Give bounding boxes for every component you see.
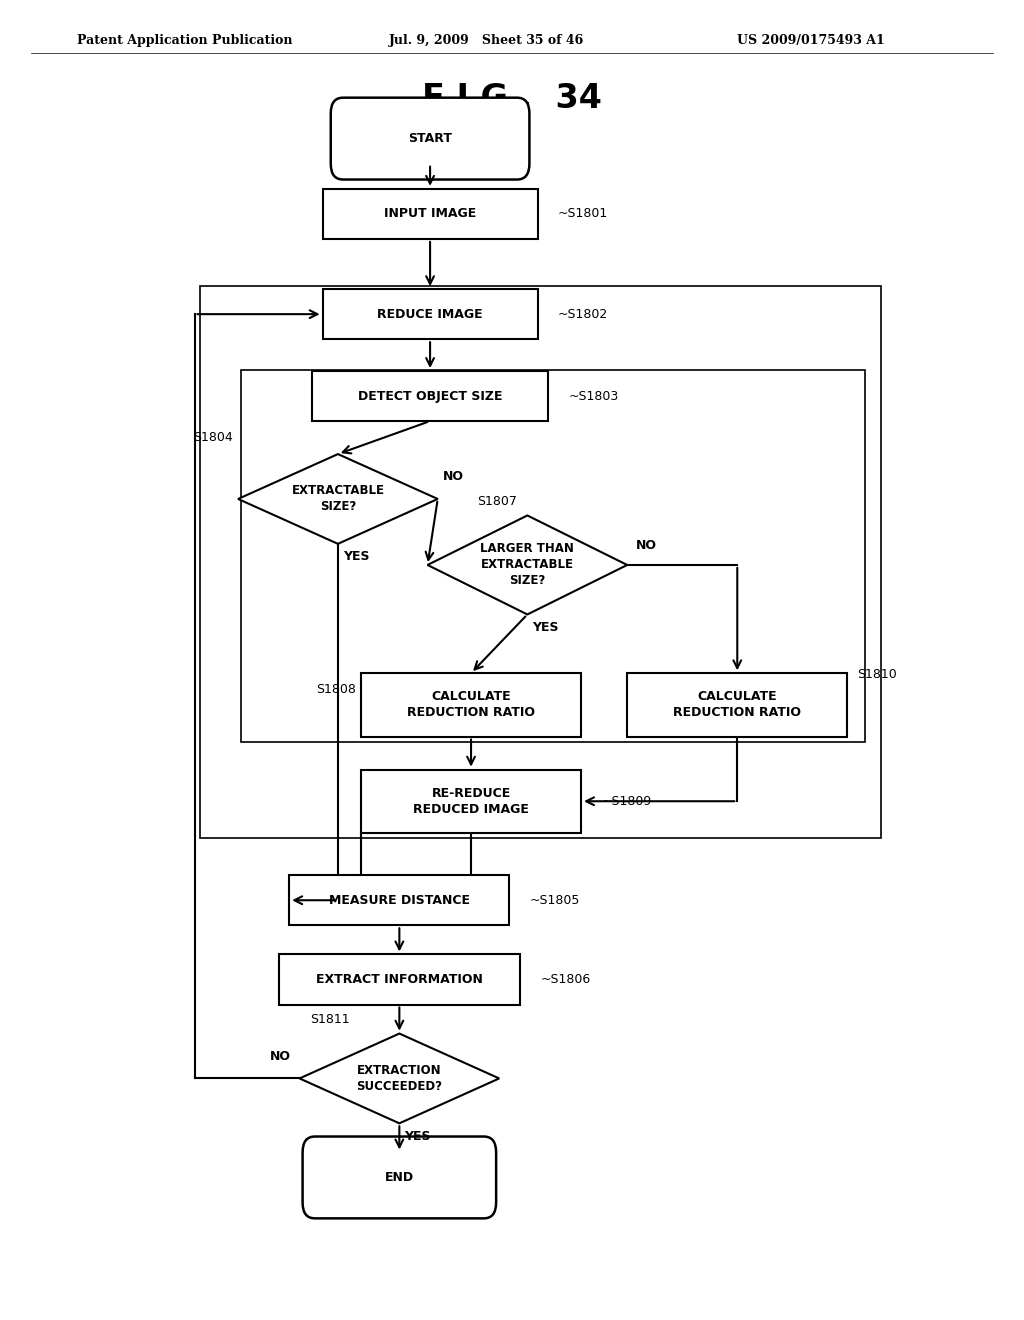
Text: US 2009/0175493 A1: US 2009/0175493 A1 bbox=[737, 34, 885, 48]
Bar bbox=[627, 673, 847, 737]
Text: END: END bbox=[385, 1171, 414, 1184]
Polygon shape bbox=[299, 1034, 500, 1123]
Text: RE-REDUCE
REDUCED IMAGE: RE-REDUCE REDUCED IMAGE bbox=[413, 787, 529, 816]
Text: S1811: S1811 bbox=[309, 1012, 349, 1026]
Bar bbox=[361, 770, 582, 833]
Text: EXTRACT INFORMATION: EXTRACT INFORMATION bbox=[316, 973, 482, 986]
Text: ~S1806: ~S1806 bbox=[541, 973, 591, 986]
Polygon shape bbox=[238, 454, 438, 544]
Text: ~S1805: ~S1805 bbox=[530, 894, 581, 907]
Text: S1808: S1808 bbox=[316, 682, 356, 696]
Text: ~S1803: ~S1803 bbox=[568, 389, 618, 403]
Bar bbox=[241, 370, 865, 742]
Text: S1810: S1810 bbox=[858, 668, 897, 681]
Text: EXTRACTABLE
SIZE?: EXTRACTABLE SIZE? bbox=[292, 484, 384, 513]
Bar bbox=[279, 954, 520, 1005]
Bar bbox=[200, 286, 881, 838]
Text: NO: NO bbox=[635, 539, 656, 552]
Text: NO: NO bbox=[442, 470, 464, 483]
Polygon shape bbox=[428, 516, 627, 615]
FancyBboxPatch shape bbox=[331, 98, 529, 180]
Bar bbox=[323, 189, 538, 239]
Text: YES: YES bbox=[404, 1130, 431, 1143]
Text: Jul. 9, 2009   Sheet 35 of 46: Jul. 9, 2009 Sheet 35 of 46 bbox=[389, 34, 585, 48]
Text: S1807: S1807 bbox=[477, 495, 517, 508]
Text: ~S1809: ~S1809 bbox=[602, 795, 652, 808]
Bar bbox=[361, 673, 582, 737]
Text: NO: NO bbox=[270, 1049, 291, 1063]
Text: S1804: S1804 bbox=[194, 430, 233, 444]
Text: EXTRACTION
SUCCEEDED?: EXTRACTION SUCCEEDED? bbox=[356, 1064, 442, 1093]
Text: F I G .  34: F I G . 34 bbox=[422, 82, 602, 115]
Bar bbox=[312, 371, 548, 421]
Bar bbox=[290, 875, 510, 925]
Text: REDUCE IMAGE: REDUCE IMAGE bbox=[377, 308, 483, 321]
Text: ~S1801: ~S1801 bbox=[558, 207, 608, 220]
Text: CALCULATE
REDUCTION RATIO: CALCULATE REDUCTION RATIO bbox=[674, 690, 801, 719]
Text: YES: YES bbox=[532, 622, 559, 634]
Text: CALCULATE
REDUCTION RATIO: CALCULATE REDUCTION RATIO bbox=[408, 690, 535, 719]
Text: Patent Application Publication: Patent Application Publication bbox=[77, 34, 292, 48]
FancyBboxPatch shape bbox=[303, 1137, 496, 1218]
Text: START: START bbox=[409, 132, 452, 145]
Text: LARGER THAN
EXTRACTABLE
SIZE?: LARGER THAN EXTRACTABLE SIZE? bbox=[480, 543, 574, 587]
Bar bbox=[323, 289, 538, 339]
Text: DETECT OBJECT SIZE: DETECT OBJECT SIZE bbox=[357, 389, 503, 403]
Text: YES: YES bbox=[343, 550, 370, 564]
Text: ~S1802: ~S1802 bbox=[558, 308, 608, 321]
Text: MEASURE DISTANCE: MEASURE DISTANCE bbox=[329, 894, 470, 907]
Text: INPUT IMAGE: INPUT IMAGE bbox=[384, 207, 476, 220]
